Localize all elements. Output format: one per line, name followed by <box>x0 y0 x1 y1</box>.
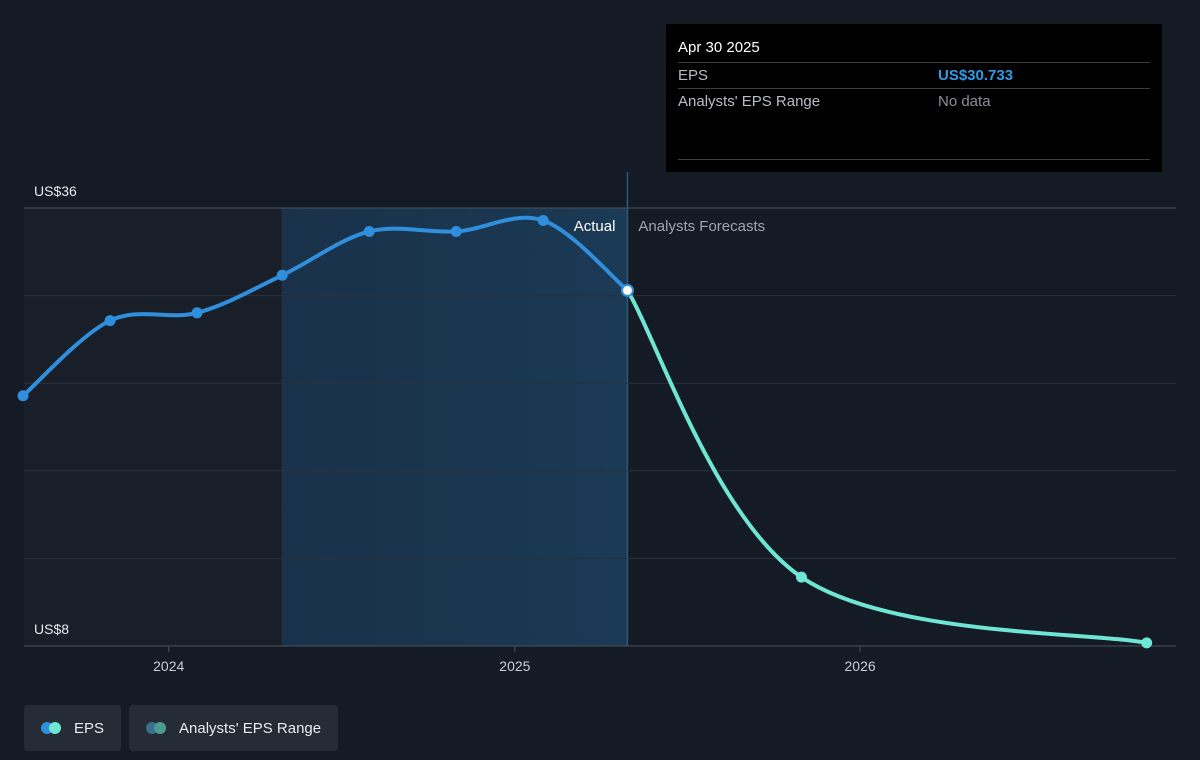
tooltip-eps-row: EPS US$30.733 <box>678 62 1150 88</box>
eps-actual-point <box>191 307 203 319</box>
eps-actual-point <box>17 390 29 402</box>
eps-forecast-line <box>625 288 1149 645</box>
chart-legend: EPS Analysts' EPS Range <box>24 705 339 751</box>
forecast-label: Analysts Forecasts <box>638 218 765 235</box>
eps-actual-point <box>104 315 116 327</box>
actual-highlight-region <box>282 208 628 646</box>
x-tick-label: 2026 <box>845 658 876 674</box>
x-tick-label: 2024 <box>153 658 184 674</box>
legend-item-eps-range[interactable]: Analysts' EPS Range <box>129 705 339 751</box>
tooltip-eps-label: EPS <box>678 67 709 84</box>
eps-actual-point <box>537 215 549 227</box>
tooltip-range-value: No data <box>938 93 991 110</box>
eps-actual-point <box>363 225 375 237</box>
legend-eps-label: EPS <box>74 719 105 737</box>
current-eps-point <box>620 283 634 297</box>
eps-forecast-point <box>795 571 807 583</box>
past-region <box>24 208 283 646</box>
eps-forecast-point <box>1141 637 1153 649</box>
actual-label: Actual <box>574 218 616 235</box>
legend-item-eps[interactable]: EPS <box>24 705 122 751</box>
eps-dot-forecast <box>49 722 61 734</box>
tooltip-divider <box>678 159 1150 160</box>
range-dot-2 <box>154 722 167 734</box>
eps-range-legend-icon <box>146 722 170 734</box>
y-max-label: US$36 <box>34 183 77 199</box>
legend-range-label: Analysts' EPS Range <box>179 719 322 737</box>
tooltip-range-label: Analysts' EPS Range <box>678 93 821 110</box>
x-tick-label: 2025 <box>499 658 530 674</box>
eps-legend-icon <box>41 722 65 734</box>
eps-actual-point <box>276 269 288 281</box>
y-min-label: US$8 <box>34 621 69 637</box>
tooltip-eps-value: US$30.733 <box>938 67 1014 84</box>
tooltip-date: Apr 30 2025 <box>678 39 760 56</box>
tooltip-range-row: Analysts' EPS Range No data <box>678 88 1150 114</box>
eps-actual-point <box>450 225 462 237</box>
tooltip-panel: Apr 30 2025 EPS US$30.733 Analysts' EPS … <box>666 24 1162 172</box>
